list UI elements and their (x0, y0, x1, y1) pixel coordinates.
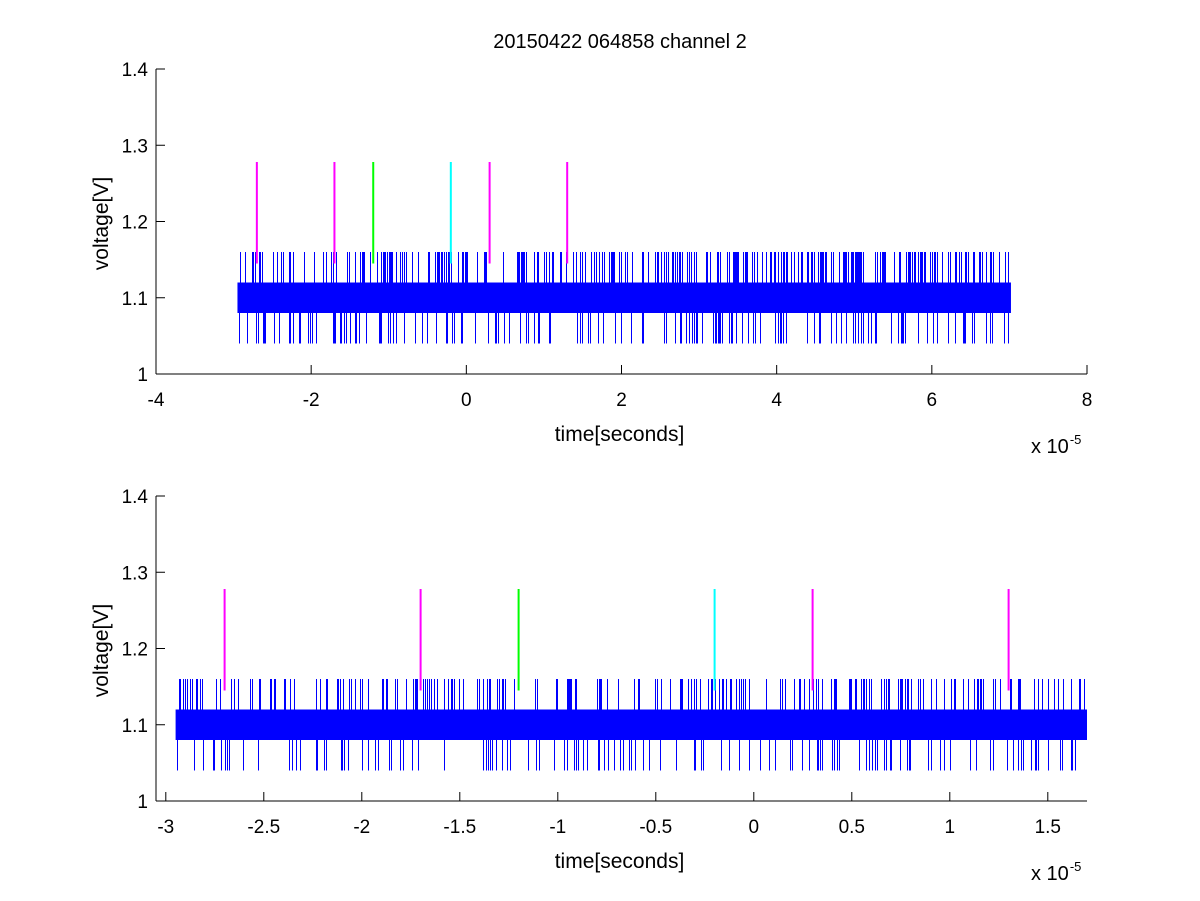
signal-band (237, 282, 1011, 313)
x-axis-label: time[seconds] (555, 423, 685, 446)
x-tick-label: -2 (303, 390, 320, 411)
y-tick-label: 1.3 (122, 136, 148, 157)
x-exponent-label: x 10-5 (1031, 432, 1081, 458)
x-axis-label: time[seconds] (555, 850, 685, 873)
y-tick-label: 1.1 (122, 716, 148, 737)
y-tick-label: 1.1 (122, 289, 148, 310)
y-tick-label: 1.4 (122, 60, 149, 81)
x-tick-label: 0 (749, 817, 760, 838)
y-tick-label: 1.4 (122, 487, 149, 508)
y-tick-label: 1.2 (122, 213, 148, 234)
x-tick-label: 1 (945, 817, 956, 838)
signal-trace (237, 252, 1011, 344)
top-plot: -4 -2 0 2 4 6 8 1 1.1 1.2 1.3 1.4 time[seconds] volta… (90, 60, 1092, 458)
x-exponent-label: x 10-5 (1031, 859, 1081, 885)
x-tick-label: 4 (771, 390, 782, 411)
x-tick-label: -1.5 (443, 817, 476, 838)
signal-spikes (239, 252, 1009, 344)
chart-title: 20150422 064858 channel 2 (493, 31, 747, 53)
x-tick-label: -1 (549, 817, 566, 838)
x-tick-label: -0.5 (639, 817, 672, 838)
y-tick-label: 1.2 (122, 640, 148, 661)
y-axis-label: voltage[V] (90, 177, 113, 270)
signal-band (175, 709, 1088, 740)
x-tick-label: 8 (1082, 390, 1093, 411)
x-tick-label: -4 (148, 390, 165, 411)
bottom-plot: -3 -2.5 -2 -1.5 -1 -0.5 0 0.5 1 1.5 1 1.1 1.2 1.3 1.4 t… (90, 487, 1088, 885)
y-tick-label: 1.3 (122, 563, 148, 584)
y-axis-label: voltage[V] (90, 604, 113, 697)
x-tick-label: 1.5 (1035, 817, 1061, 838)
x-tick-label: -3 (157, 817, 174, 838)
x-tick-label: -2.5 (247, 817, 280, 838)
x-tick-label: 2 (616, 390, 627, 411)
signal-trace (175, 679, 1088, 771)
x-tick-label: -2 (353, 817, 370, 838)
x-tick-label: 0.5 (839, 817, 865, 838)
x-tick-label: 6 (927, 390, 938, 411)
y-tick-label: 1 (137, 792, 148, 813)
x-tick-label: 0 (461, 390, 472, 411)
y-tick-label: 1 (137, 365, 148, 386)
signal-spikes (177, 679, 1085, 771)
